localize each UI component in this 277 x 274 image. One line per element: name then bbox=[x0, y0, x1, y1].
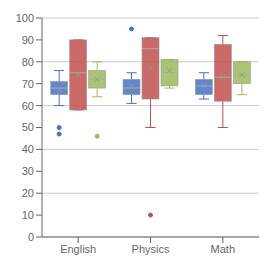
svg-text:10: 10 bbox=[22, 209, 34, 221]
svg-text:100: 100 bbox=[16, 12, 34, 24]
svg-text:70: 70 bbox=[22, 78, 34, 90]
svg-text:90: 90 bbox=[22, 34, 34, 46]
svg-text:Math: Math bbox=[211, 243, 235, 255]
svg-text:80: 80 bbox=[22, 56, 34, 68]
svg-text:30: 30 bbox=[22, 165, 34, 177]
svg-text:60: 60 bbox=[22, 100, 34, 112]
svg-text:0: 0 bbox=[28, 231, 34, 243]
svg-text:English: English bbox=[60, 243, 96, 255]
svg-text:20: 20 bbox=[22, 187, 34, 199]
svg-text:Physics: Physics bbox=[132, 243, 170, 255]
svg-text:50: 50 bbox=[22, 121, 34, 133]
svg-text:40: 40 bbox=[22, 143, 34, 155]
